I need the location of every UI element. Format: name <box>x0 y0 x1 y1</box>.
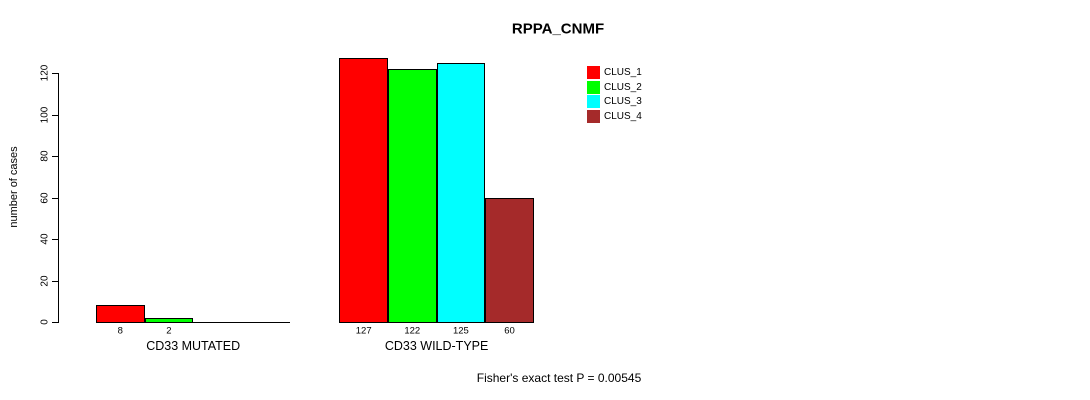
legend-item: CLUS_2 <box>587 80 642 94</box>
y-axis-line <box>58 73 59 323</box>
legend-swatch <box>587 95 600 109</box>
y-tick-label: 20 <box>39 274 51 287</box>
y-axis-tick <box>52 280 58 282</box>
y-tick-label: 60 <box>39 191 51 204</box>
bar-value-label: 127 <box>355 325 372 337</box>
legend-item: CLUS_4 <box>587 110 642 124</box>
legend-swatch <box>587 66 600 79</box>
legend-label: CLUS_4 <box>604 111 642 123</box>
bar-value-label: 2 <box>166 325 172 337</box>
bar <box>96 305 145 323</box>
legend-label: CLUS_2 <box>604 81 642 93</box>
bar <box>388 68 437 323</box>
y-tick-label: 0 <box>39 319 51 325</box>
y-axis-tick <box>52 239 58 240</box>
legend-item: CLUS_1 <box>587 66 642 79</box>
bar <box>144 317 194 323</box>
y-axis-tick <box>52 114 58 116</box>
y-axis-tick <box>52 322 58 323</box>
y-tick-label: 100 <box>39 106 51 123</box>
bar-value-label: 125 <box>452 325 469 337</box>
fisher-test-annotation: Fisher's exact test P = 0.00545 <box>476 371 642 385</box>
legend: CLUS_1 CLUS_2 CLUS_3 CLUS_4 <box>587 66 642 125</box>
chart-title: RPPA_CNMF <box>511 20 605 38</box>
x-category-label: CD33 MUTATED <box>146 339 241 353</box>
bar-value-label: 8 <box>117 325 123 337</box>
legend-swatch <box>587 80 600 94</box>
x-category-label: CD33 WILD-TYPE <box>384 339 489 353</box>
bar-value-label: 60 <box>504 325 515 337</box>
y-tick-label: 120 <box>39 64 51 82</box>
legend-label: CLUS_1 <box>604 67 642 78</box>
y-axis-tick <box>52 156 58 157</box>
bar <box>436 62 486 323</box>
y-tick-label: 40 <box>39 233 51 245</box>
legend-item: CLUS_3 <box>587 95 642 109</box>
bar <box>485 197 534 323</box>
group-baseline <box>96 322 291 323</box>
y-axis-tick <box>52 73 58 74</box>
legend-swatch <box>587 110 600 124</box>
y-tick-label: 80 <box>39 150 51 162</box>
legend-label: CLUS_3 <box>604 96 642 108</box>
bar <box>339 58 388 323</box>
bar-value-label: 122 <box>404 325 421 337</box>
y-axis-tick <box>52 197 58 199</box>
